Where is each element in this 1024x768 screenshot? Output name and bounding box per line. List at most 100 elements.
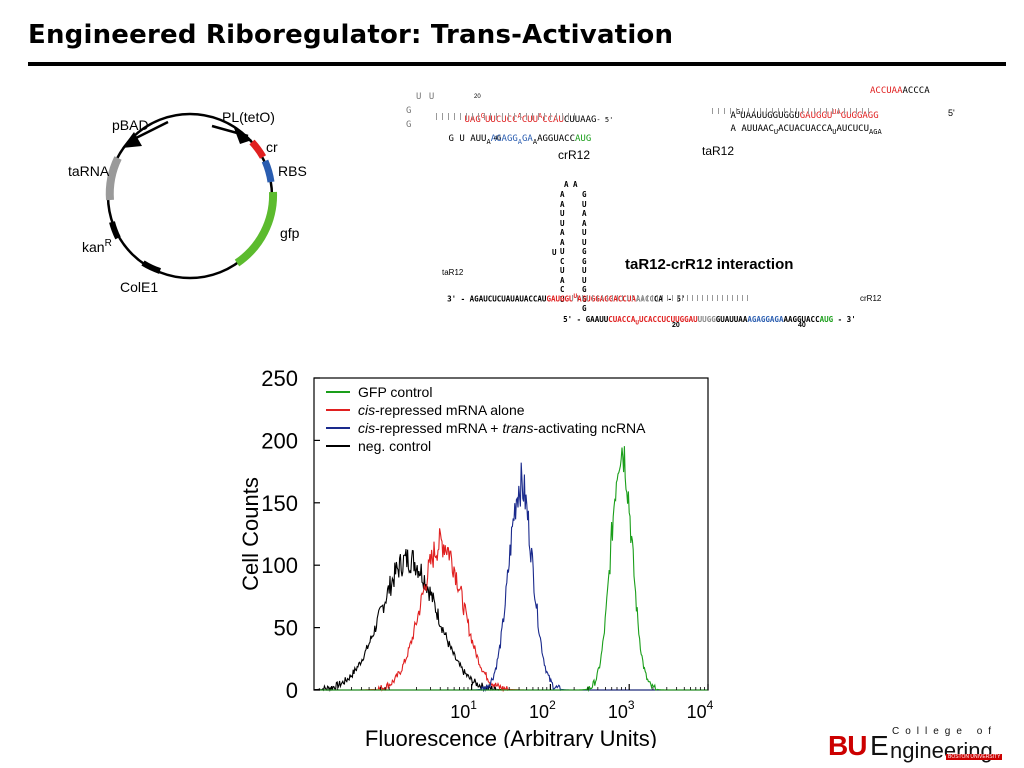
y-tick-label: 200 [261,428,298,453]
pbad-promoter-arrow [131,120,169,142]
x-axis-ticks: 101 102 103 104 [337,684,714,722]
stem-right-base: G [582,190,587,199]
stem-left-base: A [560,199,565,209]
pltet-arrowhead-icon [234,128,252,144]
crr12-bottom-strand: G U AUUAAGAGGAGAAAGGUACCAUG [448,134,592,146]
legend-entry: GFP control [358,384,432,400]
stem-left-base: U [560,266,565,275]
stem-left-base: A [560,228,565,237]
crr12-loop-g1: G [406,106,412,116]
pbad-arrowhead-icon [122,132,142,148]
crr12-hairpin: U U 20 G G UAGGUUCUCCACUUACCAUCUUAAG- 5'… [402,92,642,166]
stem-left-base: U [560,247,565,256]
stem-left-base: C [560,285,565,294]
title-underline [28,62,1006,66]
stem-right-base: U [582,237,587,247]
label-rbs: RBS [278,163,307,179]
tar12-tail: ACCUAAACCCA [870,86,930,96]
stem-right-base: U [582,228,587,237]
y-tick-label: 100 [261,553,298,578]
crr12-base-pairs [436,113,576,120]
stem-right-base: G [582,304,587,313]
stem-right-base: G [582,285,587,294]
label-pbad: pBAD [112,117,149,133]
tar12-name: taR12 [702,144,735,158]
stem-left-base: C [560,256,565,266]
interaction-num-40: 40 [798,322,806,329]
stem-left-bulge: U [552,248,557,257]
crr12-name: crR12 [558,148,591,162]
logo-boston: BOSTON UNIVERSITY [946,754,1003,760]
y-tick-label: 50 [274,616,298,641]
tar12-base-pairs [712,108,872,114]
label-kan: kanR [82,238,112,255]
stem-right-base: A [582,209,587,218]
series-line [314,462,708,693]
cr-segment [249,139,267,159]
stem-left-base: A [560,275,565,285]
stem-left-base: U [560,294,565,304]
interaction-num-20: 20 [672,322,680,329]
gfp-segment [234,191,278,267]
logo-college: College of [892,726,998,737]
fluorescence-histogram: 0 50 100 150 200 250 101 102 103 104 GFP control… [238,366,714,748]
crr12-num-20: 20 [474,94,481,100]
stem-top: A A [564,180,578,189]
kan-segment [109,221,121,240]
tar12-bottom-strand: A AUUAACUACUACUACCAUAUCUCUAGA [730,124,882,136]
legend-entry: neg. control [358,438,431,454]
label-pltet: PL(tetO) [222,109,275,125]
tarna-segment [105,156,122,201]
stem-left-base: U [560,209,565,218]
crr12-loop-top: U U [416,92,436,102]
tar12-hairpin: ACCUAAACCCA AGUAAUUGGUGGUGAUGGUUAGUGGAGG… [696,86,966,162]
interaction-crr12-label: crR12 [860,294,882,303]
x-tick-label: 103 [608,698,635,722]
legend-entry: cis-repressed mRNA + trans-activating nc… [358,420,646,436]
label-cr: cr [266,139,278,155]
label-gfp: gfp [280,225,300,241]
crr12-num-40: 40 [494,136,501,142]
y-tick-label: 250 [261,366,298,391]
interaction-tar12-label: taR12 [442,268,464,277]
stem-left-base: A [560,190,565,199]
logo-bu: BU [828,730,867,761]
series-line [314,549,708,693]
label-cole1: ColE1 [120,279,158,295]
stem-right-base: G [582,247,587,256]
crr12-loop-g2: G [406,120,412,130]
legend: GFP control cis-repressed mRNA alone cis-r… [326,384,646,454]
stem-left-base: U [560,218,565,228]
tar12-5prime: 5' [948,108,955,118]
y-tick-label: 0 [286,678,298,703]
x-axis-label: Fluorescence (Arbitrary Units) [365,726,657,748]
rbs-segment [261,159,275,183]
y-axis-label: Cell Counts [238,477,263,591]
logo-engineering: ngineering [890,738,993,763]
cole1-segment [141,260,162,274]
y-tick-label: 150 [261,491,298,516]
interaction-base-pairs [572,295,748,301]
stem-right-base: U [582,199,587,209]
stem-right-base: A [582,218,587,228]
bu-engineering-logo: BU E ngineering College of BOSTON UNIVER… [828,726,1018,763]
label-tarna: taRNA [68,163,110,179]
interaction-label: taR12-crR12 interaction [625,256,794,273]
stem-right-base: G [582,256,587,266]
slide-title: Engineered Riboregulator: Trans-Activati… [28,20,674,50]
logo-e: E [870,730,889,761]
y-axis-ticks: 0 50 100 150 200 250 [261,366,320,703]
x-tick-label: 102 [529,698,556,722]
series-group [314,446,708,693]
plasmid-map: pBAD PL(tetO) cr RBS gfp taRNA kanR ColE… [68,109,307,295]
interaction-line2: 5' - GAAUUCUACCAUUCACCUCUUGGAUUUGGGUAUUA… [563,315,856,327]
series-line [314,446,708,693]
stem-left-base: A [560,237,565,247]
stem-right-base: U [582,266,587,275]
legend-entry: cis-repressed mRNA alone [358,402,525,418]
x-tick-label: 101 [450,698,477,722]
x-tick-label: 104 [687,698,714,722]
